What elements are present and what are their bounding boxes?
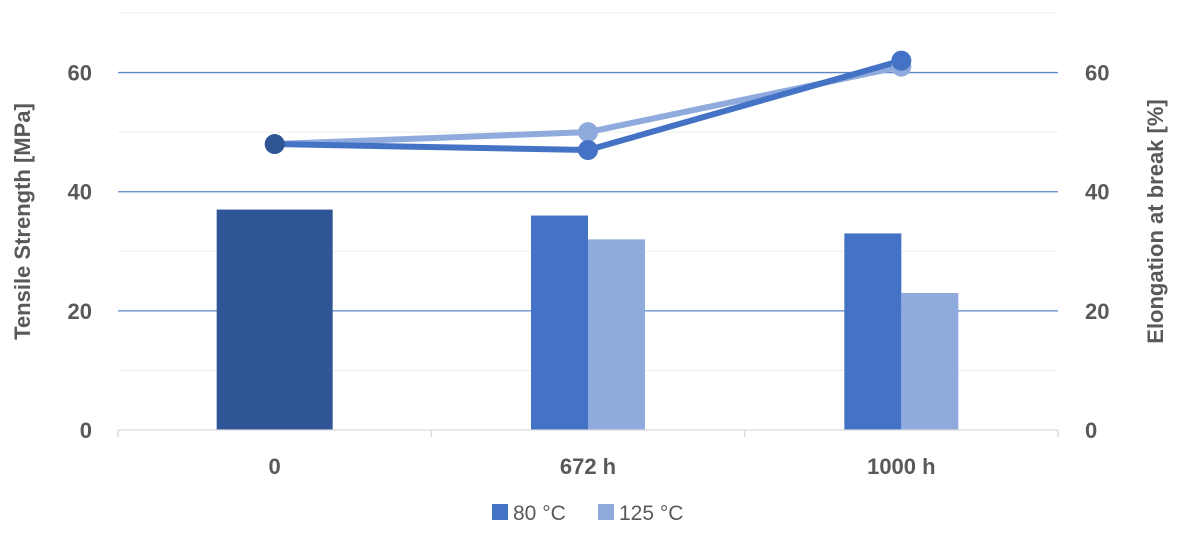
y2-tick-label: 0 <box>1085 418 1097 443</box>
x-tick-label: 1000 h <box>867 454 936 479</box>
bar-80c-2 <box>844 233 902 430</box>
marker-125c-1 <box>578 122 598 143</box>
legend-swatch-125c <box>598 504 614 520</box>
y2-tick-label: 60 <box>1085 61 1109 86</box>
lines <box>264 50 912 161</box>
axes <box>117 429 1059 437</box>
legend-swatch-80c <box>492 504 508 520</box>
x-tick-label: 0 <box>269 454 281 479</box>
marker-initial <box>264 134 285 155</box>
bar-initial <box>216 209 333 430</box>
legend-label-125c: 125 °C <box>619 502 683 525</box>
legend-label-80c: 80 °C <box>513 502 566 525</box>
bar-80c-1 <box>531 215 588 430</box>
y2-tick-label: 40 <box>1085 180 1109 205</box>
y2-tick-label: 20 <box>1085 299 1109 324</box>
marker-80c-2 <box>891 50 912 71</box>
y-tick-label: 60 <box>68 61 92 86</box>
marker-80c-1 <box>578 140 598 161</box>
y-tick-label: 0 <box>80 418 92 443</box>
bar-125c-1 <box>588 239 645 430</box>
y2-axis-title: Elongation at break [%] <box>1143 99 1168 343</box>
legend: 80 °C 125 °C <box>492 502 683 525</box>
tick-labels: 0 20 40 60 0 20 40 60 0 672 h 1000 h <box>68 61 1110 479</box>
bars <box>216 209 959 430</box>
y-axis-title: Tensile Strength [MPa] <box>10 103 35 340</box>
y-tick-label: 40 <box>68 180 92 205</box>
x-tick-label: 672 h <box>560 454 616 479</box>
bar-125c-2 <box>901 292 959 430</box>
y-tick-label: 20 <box>68 299 92 324</box>
